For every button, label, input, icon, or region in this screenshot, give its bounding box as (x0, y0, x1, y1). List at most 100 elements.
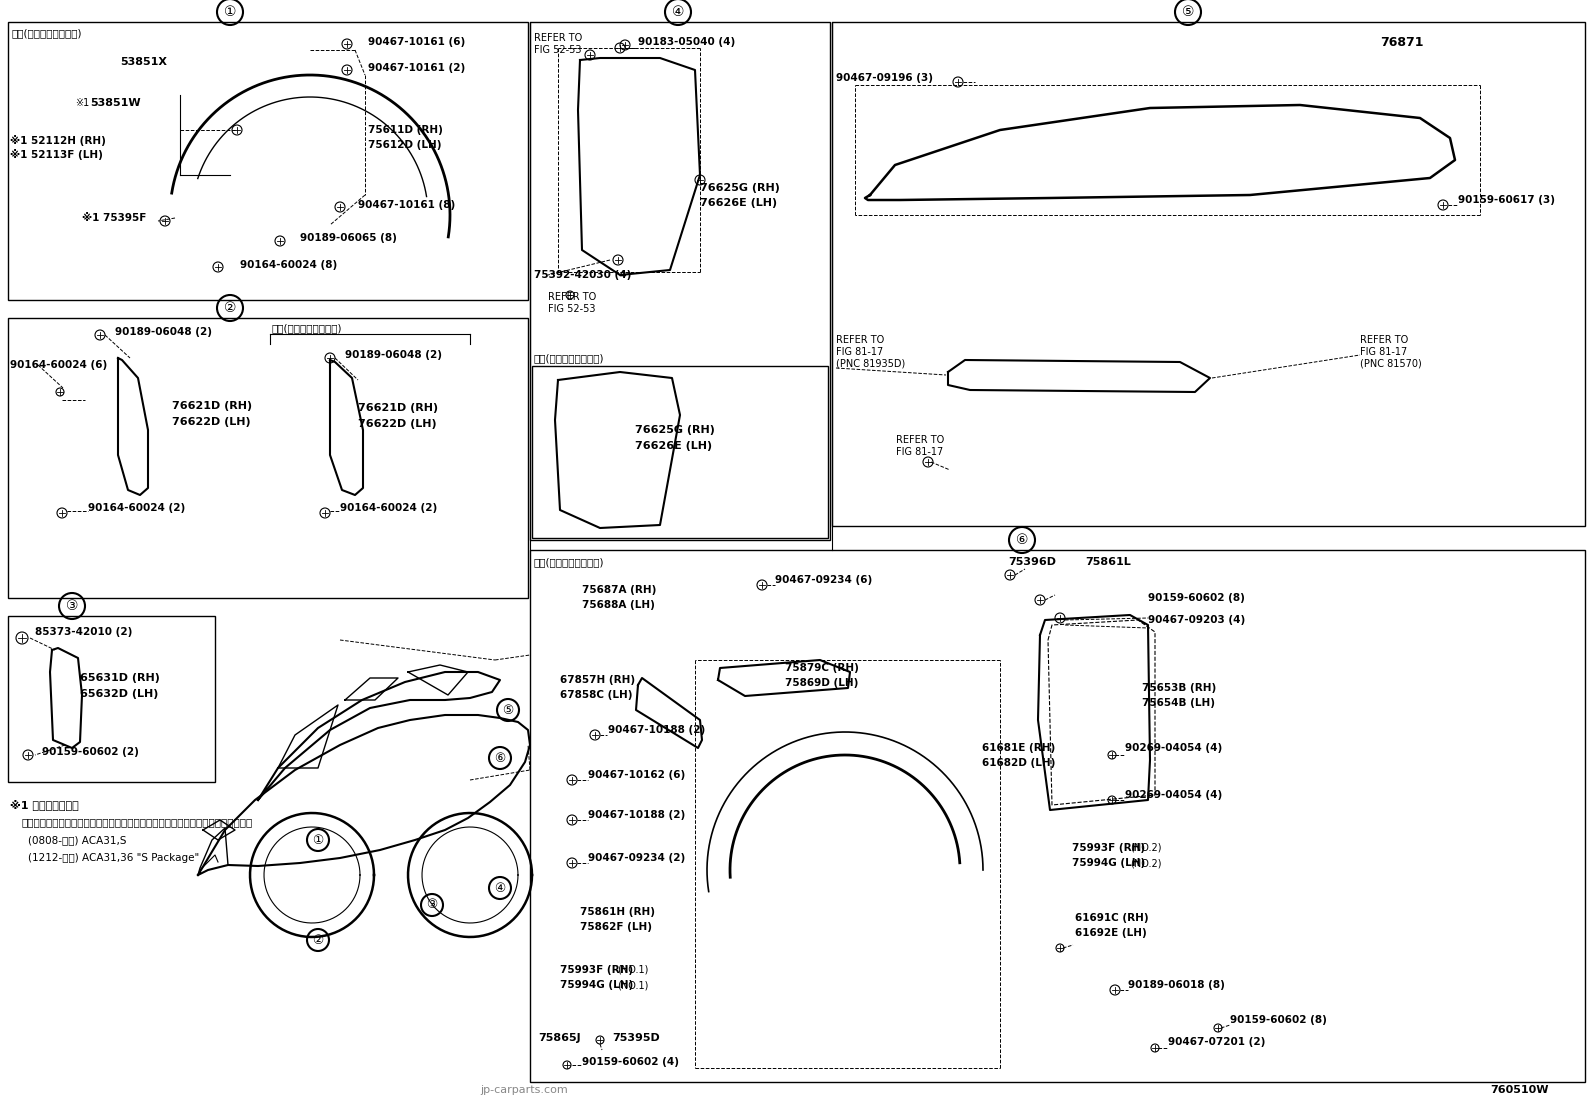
Text: 67857H (RH): 67857H (RH) (560, 675, 635, 685)
Text: 75687A (RH): 75687A (RH) (583, 585, 656, 595)
Text: 90164-60024 (6): 90164-60024 (6) (10, 360, 107, 370)
Text: 90467-09234 (6): 90467-09234 (6) (775, 575, 872, 585)
Text: 90467-09234 (2): 90467-09234 (2) (587, 853, 685, 863)
Bar (530, 22, 829, 540)
Text: ③: ③ (427, 899, 438, 911)
Text: 90164-60024 (2): 90164-60024 (2) (341, 503, 438, 513)
Text: REFER TO: REFER TO (896, 435, 944, 445)
Text: 90189-06048 (2): 90189-06048 (2) (115, 328, 212, 337)
Text: 75994G (LH): 75994G (LH) (1071, 858, 1145, 868)
Text: 90189-06048 (2): 90189-06048 (2) (345, 349, 443, 360)
Text: FIG 81-17: FIG 81-17 (1360, 347, 1407, 357)
Text: 85373-42010 (2): 85373-42010 (2) (35, 628, 132, 637)
Text: ②: ② (312, 933, 323, 946)
Text: 75869D (LH): 75869D (LH) (785, 678, 858, 688)
Text: 760510W: 760510W (1490, 1085, 1549, 1095)
Text: 90269-04054 (4): 90269-04054 (4) (1126, 743, 1223, 753)
Text: 75395D: 75395D (611, 1033, 659, 1043)
Text: jp-carparts.com: jp-carparts.com (481, 1085, 568, 1095)
Text: 75879C (RH): 75879C (RH) (785, 663, 858, 673)
Text: 90467-10162 (6): 90467-10162 (6) (587, 770, 685, 780)
Text: 76625G (RH): 76625G (RH) (635, 425, 715, 435)
Text: 67858C (LH): 67858C (LH) (560, 690, 632, 700)
Text: ①: ① (312, 833, 323, 846)
Text: 次の型式及び仕様は、フロントバンパー体型のため、単品では補給していません。: 次の型式及び仕様は、フロントバンパー体型のため、単品では補給していません。 (22, 817, 253, 828)
Text: 76622D (LH): 76622D (LH) (358, 419, 436, 429)
Text: 76626E (LH): 76626E (LH) (700, 198, 777, 208)
Text: (0808-　　) ACA31,S: (0808- ) ACA31,S (29, 835, 126, 845)
Text: 75654B (LH): 75654B (LH) (1141, 698, 1215, 708)
Text: 53851W: 53851W (91, 98, 140, 108)
Text: 76622D (LH): 76622D (LH) (172, 417, 250, 428)
Text: 90467-10188 (2): 90467-10188 (2) (608, 725, 705, 735)
Text: 61692E (LH): 61692E (LH) (1075, 928, 1146, 939)
Text: 90467-10161 (2): 90467-10161 (2) (368, 63, 465, 73)
Text: (NO.1): (NO.1) (618, 965, 648, 975)
Bar (530, 550, 1586, 1083)
Text: 90467-10188 (2): 90467-10188 (2) (587, 810, 685, 820)
Text: 75994G (LH): 75994G (LH) (560, 980, 634, 990)
Text: ②: ② (224, 301, 236, 315)
Bar (8, 318, 529, 598)
Text: 90159-60602 (2): 90159-60602 (2) (41, 747, 139, 757)
Text: 有り(オーバーフェンダ): 有り(オーバーフェンダ) (533, 353, 605, 363)
Text: ※1 52113F (LH): ※1 52113F (LH) (10, 149, 103, 160)
Text: 76621D (RH): 76621D (RH) (358, 403, 438, 413)
Text: 90159-60602 (4): 90159-60602 (4) (583, 1057, 680, 1067)
Text: 有り(オーバーフェンダ): 有り(オーバーフェンダ) (272, 323, 342, 333)
Text: (PNC 81935D): (PNC 81935D) (836, 359, 906, 369)
Bar (833, 22, 1586, 526)
Text: ⑤: ⑤ (503, 703, 514, 717)
Text: REFER TO: REFER TO (533, 33, 583, 43)
Text: ※1 検索上のご注意: ※1 検索上のご注意 (10, 799, 78, 810)
Text: 61682D (LH): 61682D (LH) (982, 758, 1055, 768)
Text: 有り(オーバーフェンダ): 有り(オーバーフェンダ) (13, 27, 83, 38)
Text: ④: ④ (495, 881, 506, 895)
Text: 75993F (RH): 75993F (RH) (560, 965, 634, 975)
Text: 90467-10161 (6): 90467-10161 (6) (368, 37, 465, 47)
Text: 90159-60602 (8): 90159-60602 (8) (1148, 593, 1245, 603)
Bar (532, 366, 828, 539)
Bar (8, 22, 529, 300)
Text: ③: ③ (65, 599, 78, 613)
Text: 61691C (RH): 61691C (RH) (1075, 913, 1148, 923)
Text: REFER TO: REFER TO (836, 335, 884, 345)
Text: 61681E (RH): 61681E (RH) (982, 743, 1055, 753)
Text: 75396D: 75396D (1008, 557, 1055, 567)
Text: 76625G (RH): 76625G (RH) (700, 184, 780, 193)
Text: 76871: 76871 (1380, 35, 1423, 48)
Text: 90159-60617 (3): 90159-60617 (3) (1458, 195, 1555, 206)
Text: 76621D (RH): 76621D (RH) (172, 401, 252, 411)
Text: ⑥: ⑥ (1016, 533, 1028, 547)
Text: 90189-06065 (8): 90189-06065 (8) (299, 233, 396, 243)
Text: 90159-60602 (8): 90159-60602 (8) (1231, 1015, 1326, 1025)
Text: ⑥: ⑥ (495, 752, 506, 765)
Text: 有り(オーバーフェンダ): 有り(オーバーフェンダ) (533, 557, 605, 567)
Text: 90467-09203 (4): 90467-09203 (4) (1148, 615, 1245, 625)
Text: REFER TO: REFER TO (548, 292, 597, 302)
Text: 75865J: 75865J (538, 1033, 581, 1043)
Text: ※1 52112H (RH): ※1 52112H (RH) (10, 134, 107, 145)
Text: FIG 52-53: FIG 52-53 (548, 304, 595, 314)
Text: 75611D (RH): 75611D (RH) (368, 125, 443, 135)
Text: (PNC 81570): (PNC 81570) (1360, 359, 1422, 369)
Text: (NO.1): (NO.1) (618, 980, 648, 990)
Text: FIG 81-17: FIG 81-17 (896, 447, 942, 457)
Text: 75861L: 75861L (1086, 557, 1130, 567)
Text: 75688A (LH): 75688A (LH) (583, 600, 654, 610)
Text: 75861H (RH): 75861H (RH) (579, 907, 654, 917)
Text: 90467-07201 (2): 90467-07201 (2) (1169, 1037, 1266, 1047)
Text: 76626E (LH): 76626E (LH) (635, 441, 712, 451)
Text: 75392-42030 (4): 75392-42030 (4) (533, 270, 632, 280)
Text: ①: ① (224, 5, 236, 19)
Bar (8, 617, 215, 782)
Text: 75612D (LH): 75612D (LH) (368, 140, 441, 149)
Text: 75862F (LH): 75862F (LH) (579, 922, 653, 932)
Text: 65631D (RH): 65631D (RH) (80, 673, 159, 682)
Text: 53851X: 53851X (119, 57, 167, 67)
Text: 90164-60024 (8): 90164-60024 (8) (240, 260, 338, 270)
Text: (1212-　　) ACA31,36 "S Package": (1212- ) ACA31,36 "S Package" (29, 853, 199, 863)
Text: 90269-04054 (4): 90269-04054 (4) (1126, 790, 1223, 800)
Text: 90183-05040 (4): 90183-05040 (4) (638, 37, 736, 47)
Text: ※1 75395F: ※1 75395F (83, 213, 146, 223)
